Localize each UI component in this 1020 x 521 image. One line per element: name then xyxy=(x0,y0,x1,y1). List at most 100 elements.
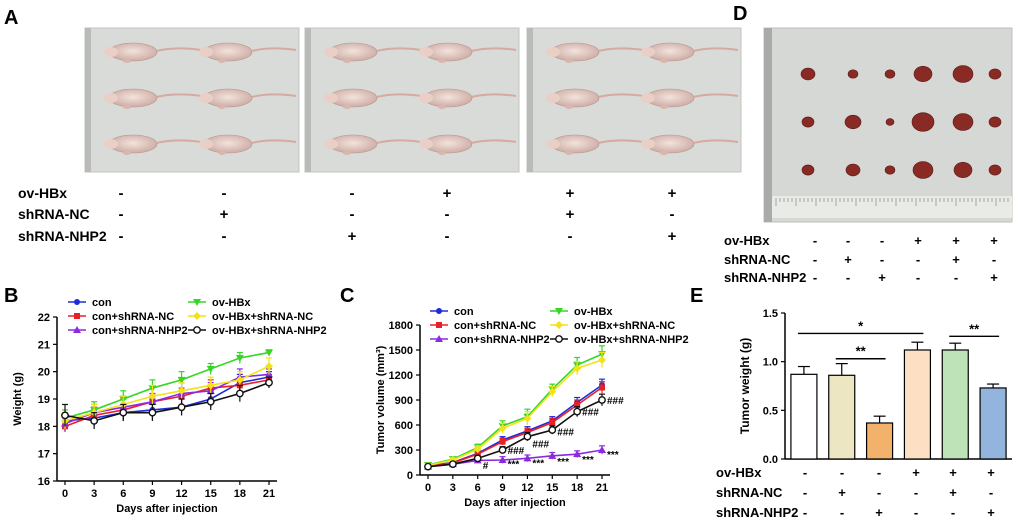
data-point xyxy=(498,424,507,433)
x-tick-label: 9 xyxy=(500,482,506,494)
tumor xyxy=(844,114,862,130)
data-point xyxy=(498,446,507,454)
tumor-volume-line-chart: 0 300 600 900 1200 1500 1800 0 3 6 9 12 15 18 21 Days a… xyxy=(375,306,689,509)
treatment-sign: - xyxy=(670,206,675,223)
y-tick-label: 16 xyxy=(38,476,50,488)
mouse-paw xyxy=(565,59,573,63)
data-point xyxy=(206,381,215,390)
treatment-sign: + xyxy=(987,505,995,520)
data-point xyxy=(435,335,443,342)
tumor xyxy=(801,164,815,176)
data-point xyxy=(555,335,563,343)
data-point xyxy=(235,389,244,398)
legend-entry: con+shRNA-NC xyxy=(454,320,536,332)
data-point xyxy=(206,365,215,373)
mouse-paw xyxy=(660,105,668,109)
y-tick-label: 1.5 xyxy=(763,308,778,320)
treatment-sign: - xyxy=(350,206,355,223)
x-tick-label: 3 xyxy=(91,488,97,500)
treatment-sign: + xyxy=(878,270,886,285)
mouse-paw xyxy=(123,151,131,155)
data-point xyxy=(473,454,482,463)
legend-entry: con+shRNA-NC xyxy=(92,311,174,323)
data-point xyxy=(90,416,99,425)
mouse-head xyxy=(199,47,213,57)
tumor xyxy=(847,69,859,79)
mouse-paw xyxy=(218,105,226,109)
mouse-paw xyxy=(343,105,351,109)
treatment-sign: + xyxy=(668,185,677,202)
data-point xyxy=(548,387,557,396)
x-tick-label: 15 xyxy=(205,488,217,500)
treatment-sign: - xyxy=(803,465,807,480)
panel-d-letter: D xyxy=(733,3,747,25)
treatment-sign: - xyxy=(914,505,918,520)
row-label-shrna-nc: shRNA-NC xyxy=(716,485,783,500)
treatment-sign: - xyxy=(951,505,955,520)
treatment-sign: + xyxy=(949,465,957,480)
data-point xyxy=(193,326,201,334)
tumor xyxy=(988,68,1002,80)
significance-label: ** xyxy=(856,344,867,359)
mouse-paw xyxy=(660,151,668,155)
mouse-photo-1 xyxy=(84,27,300,173)
bar-4 xyxy=(941,349,969,460)
series-line-ovhbx xyxy=(427,353,603,466)
bar-5 xyxy=(979,387,1007,460)
treatment-sign: - xyxy=(222,228,227,245)
significance-annotation: ### xyxy=(607,396,624,407)
mouse-paw xyxy=(343,151,351,155)
mouse-head xyxy=(104,93,118,103)
legend-entry: ov-HBx+shRNA-NC xyxy=(574,320,675,332)
ruler xyxy=(775,198,1009,206)
treatment-sign: - xyxy=(989,485,993,500)
data-point xyxy=(436,308,442,314)
data-point xyxy=(61,411,69,420)
treatment-sign: - xyxy=(992,252,996,267)
treatment-sign: + xyxy=(220,206,229,223)
data-point xyxy=(598,446,606,453)
legend-entry: con xyxy=(454,306,474,318)
y-axis-label: Tumor volume (mm³) xyxy=(375,345,387,454)
treatment-sign: - xyxy=(846,233,850,248)
row-label-ov-hbx: ov-HBx xyxy=(18,185,67,201)
y-tick-label: 17 xyxy=(38,449,50,461)
tumor xyxy=(988,164,1002,176)
data-point xyxy=(555,308,563,315)
mouse-paw xyxy=(123,59,131,63)
treatment-sign: + xyxy=(952,252,960,267)
significance-label: * xyxy=(858,318,864,333)
bar-1 xyxy=(828,374,856,460)
data-point xyxy=(498,456,507,463)
data-point xyxy=(148,408,157,417)
treatment-sign: + xyxy=(668,228,677,245)
bar-2 xyxy=(865,422,894,460)
treatment-sign: - xyxy=(568,228,573,245)
weight-line-chart: 16 17 18 19 20 21 22 0 3 6 9 12 15 18 21 Days after inj… xyxy=(12,297,327,515)
treatment-sign: - xyxy=(803,505,807,520)
treatment-sign: + xyxy=(443,185,452,202)
tumor xyxy=(912,161,934,179)
y-tick-label: 600 xyxy=(395,420,413,432)
bar-0 xyxy=(790,373,818,460)
data-point xyxy=(573,364,582,373)
y-tick-label: 1800 xyxy=(389,320,413,332)
treatment-sign: - xyxy=(445,206,450,223)
mouse-head xyxy=(419,47,433,57)
mouse-head xyxy=(324,139,338,149)
data-point xyxy=(74,299,80,305)
panel-e-treatment-table: ov-HBx shRNA-NC shRNA-NHP2 - - - - + - - - + + - - +… xyxy=(716,465,995,520)
panel-b-letter: B xyxy=(4,285,18,307)
mouse-head xyxy=(104,47,118,57)
data-point xyxy=(177,386,186,395)
significance-annotation: ### xyxy=(508,446,525,457)
y-tick-label: 0 xyxy=(407,470,413,482)
treatment-sign: - xyxy=(119,185,124,202)
x-tick-label: 12 xyxy=(521,482,533,494)
y-tick-label: 21 xyxy=(38,339,50,351)
treatment-sign: - xyxy=(813,233,817,248)
treatment-sign: + xyxy=(987,465,995,480)
data-point xyxy=(499,438,506,445)
mouse-group xyxy=(324,42,517,155)
mouse-paw xyxy=(565,151,573,155)
